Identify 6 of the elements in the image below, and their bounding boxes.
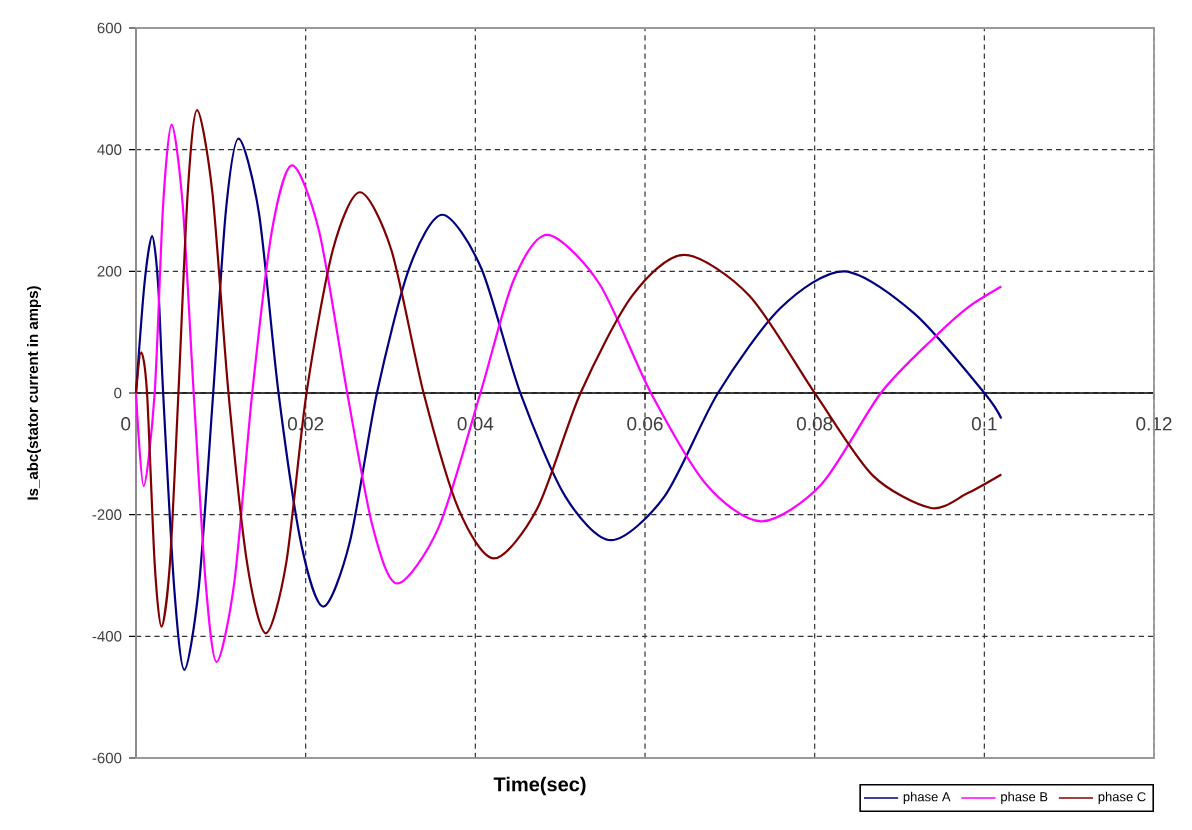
x-axis-title: Time(sec) [493, 776, 586, 796]
x-tick-label: 0.1 [971, 417, 997, 431]
x-tick-label: 0.08 [796, 417, 833, 431]
x-tick-label: 0.12 [1136, 417, 1172, 431]
x-tick-label: 0 [121, 417, 131, 431]
x-tick-label: 0.06 [627, 417, 663, 431]
